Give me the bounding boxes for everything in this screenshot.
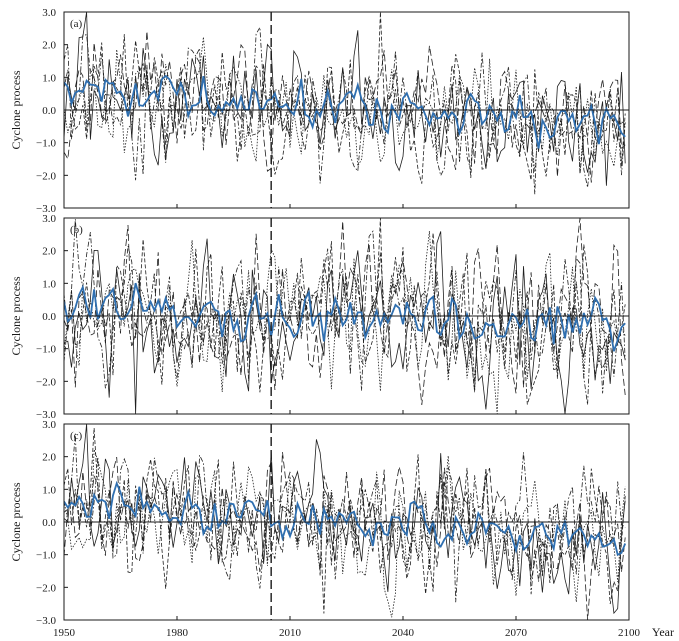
x-tick-label: 1950: [53, 627, 76, 639]
y-axis-title: Cyclone process: [9, 276, 23, 355]
x-tick-label: 1980: [166, 627, 189, 639]
y-axis-title: Cyclone process: [9, 70, 23, 149]
y-tick-label: 3.0: [42, 213, 56, 225]
y-tick-label: 0.0: [42, 105, 56, 117]
y-tick-label: 0.0: [42, 311, 56, 323]
y-tick-label: 2.0: [42, 40, 56, 52]
x-axis-title: Year: [652, 625, 674, 639]
y-tick-label: −3.0: [36, 203, 56, 215]
y-tick-label: −1.0: [36, 138, 56, 150]
y-tick-label: 3.0: [42, 419, 56, 431]
series-group: [64, 12, 626, 195]
panel-a: 3.0 2.0 1.0 0.0 −1.0 −2.0 −3.0 (a) Cyclone proce…: [9, 7, 630, 215]
y-tick-label: −3.0: [36, 409, 56, 421]
series-line-model-2: [64, 218, 626, 405]
x-tick-label: 2070: [505, 627, 528, 639]
panels-layer: 3.0 2.0 1.0 0.0 −1.0 −2.0 −3.0 (a) Cyclone proce…: [9, 7, 630, 627]
y-tick-label: −2.0: [36, 170, 56, 182]
panel-label: (b): [70, 224, 83, 236]
series-line-model-5: [64, 219, 626, 405]
y-tick-label: 1.0: [42, 72, 56, 84]
y-tick-label: −1.0: [36, 344, 56, 356]
series-line-model-4: [64, 31, 626, 183]
shared-x-axis: Year 1950 1980 2010 2040 2070 2100: [53, 625, 674, 639]
panel-c: 3.0 2.0 1.0 0.0 −1.0 −2.0 −3.0 (c) Cyclone proce…: [9, 419, 630, 627]
panel-b: 3.0 2.0 1.0 0.0 −1.0 −2.0 −3.0 (b) Cyclone proce…: [9, 213, 630, 421]
x-tick-label: 2010: [279, 627, 302, 639]
panel-label: (a): [70, 18, 83, 30]
panel-label: (c): [70, 430, 83, 442]
series-line-model-3: [64, 231, 626, 414]
y-tick-label: 2.0: [42, 246, 56, 258]
series-line-model-2: [64, 427, 626, 614]
series-line-model-5: [64, 26, 626, 195]
y-tick-label: 0.0: [42, 517, 56, 529]
series-line-model-5: [64, 433, 626, 603]
series-line-model-4: [64, 218, 626, 406]
ensemble-mean-line: [64, 282, 626, 352]
y-tick-label: 1.0: [42, 484, 56, 496]
y-tick-label: −3.0: [36, 615, 56, 627]
ensemble-mean-line: [64, 74, 626, 149]
y-tick-label: 3.0: [42, 7, 56, 19]
y-tick-label: −2.0: [36, 582, 56, 594]
y-tick-label: −1.0: [36, 550, 56, 562]
series-line-model-3: [64, 37, 626, 173]
y-axis-title: Cyclone process: [9, 482, 23, 561]
x-tick-label: 2040: [392, 627, 415, 639]
ensemble-mean-line: [64, 480, 627, 557]
series-group: [64, 424, 627, 620]
series-group: [64, 218, 626, 414]
x-tick-label: 2100: [618, 627, 641, 639]
y-tick-label: 2.0: [42, 452, 56, 464]
y-tick-label: −2.0: [36, 376, 56, 388]
y-tick-label: 1.0: [42, 278, 56, 290]
